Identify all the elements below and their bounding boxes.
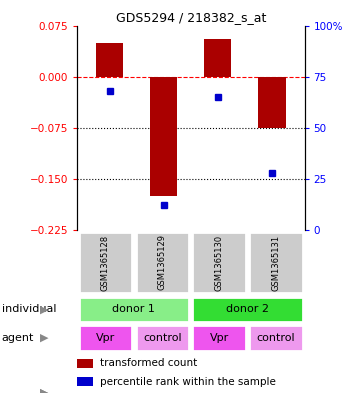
Bar bbox=[258, 77, 286, 128]
Text: GSM1365129: GSM1365129 bbox=[158, 235, 167, 290]
Bar bbox=[79, 297, 189, 322]
Text: donor 1: donor 1 bbox=[112, 305, 155, 314]
Bar bbox=[204, 39, 231, 77]
Text: ▶: ▶ bbox=[40, 305, 49, 314]
Text: GSM1365130: GSM1365130 bbox=[215, 234, 224, 290]
Bar bbox=[135, 232, 189, 293]
Text: percentile rank within the sample: percentile rank within the sample bbox=[100, 377, 276, 387]
Text: GSM1365128: GSM1365128 bbox=[101, 234, 110, 290]
Text: control: control bbox=[257, 333, 295, 343]
Text: individual: individual bbox=[2, 305, 56, 314]
Bar bbox=[150, 77, 177, 196]
Bar bbox=[193, 232, 246, 293]
Bar bbox=[135, 325, 189, 351]
Bar bbox=[96, 42, 123, 77]
Text: GSM1365131: GSM1365131 bbox=[272, 234, 281, 290]
Bar bbox=[249, 325, 303, 351]
Text: control: control bbox=[143, 333, 182, 343]
Text: transformed count: transformed count bbox=[100, 358, 197, 368]
Text: ▶: ▶ bbox=[40, 333, 49, 343]
Bar bbox=[79, 325, 132, 351]
Bar bbox=[77, 358, 93, 368]
Text: Vpr: Vpr bbox=[210, 333, 229, 343]
Title: GDS5294 / 218382_s_at: GDS5294 / 218382_s_at bbox=[116, 11, 266, 24]
Bar bbox=[79, 232, 132, 293]
Bar bbox=[193, 325, 246, 351]
Text: ▶: ▶ bbox=[40, 388, 49, 393]
Text: donor 2: donor 2 bbox=[226, 305, 269, 314]
Bar bbox=[249, 232, 303, 293]
Bar bbox=[193, 297, 303, 322]
Text: Vpr: Vpr bbox=[96, 333, 115, 343]
Text: agent: agent bbox=[2, 333, 34, 343]
Bar bbox=[77, 377, 93, 386]
Text: ▶: ▶ bbox=[40, 388, 49, 393]
